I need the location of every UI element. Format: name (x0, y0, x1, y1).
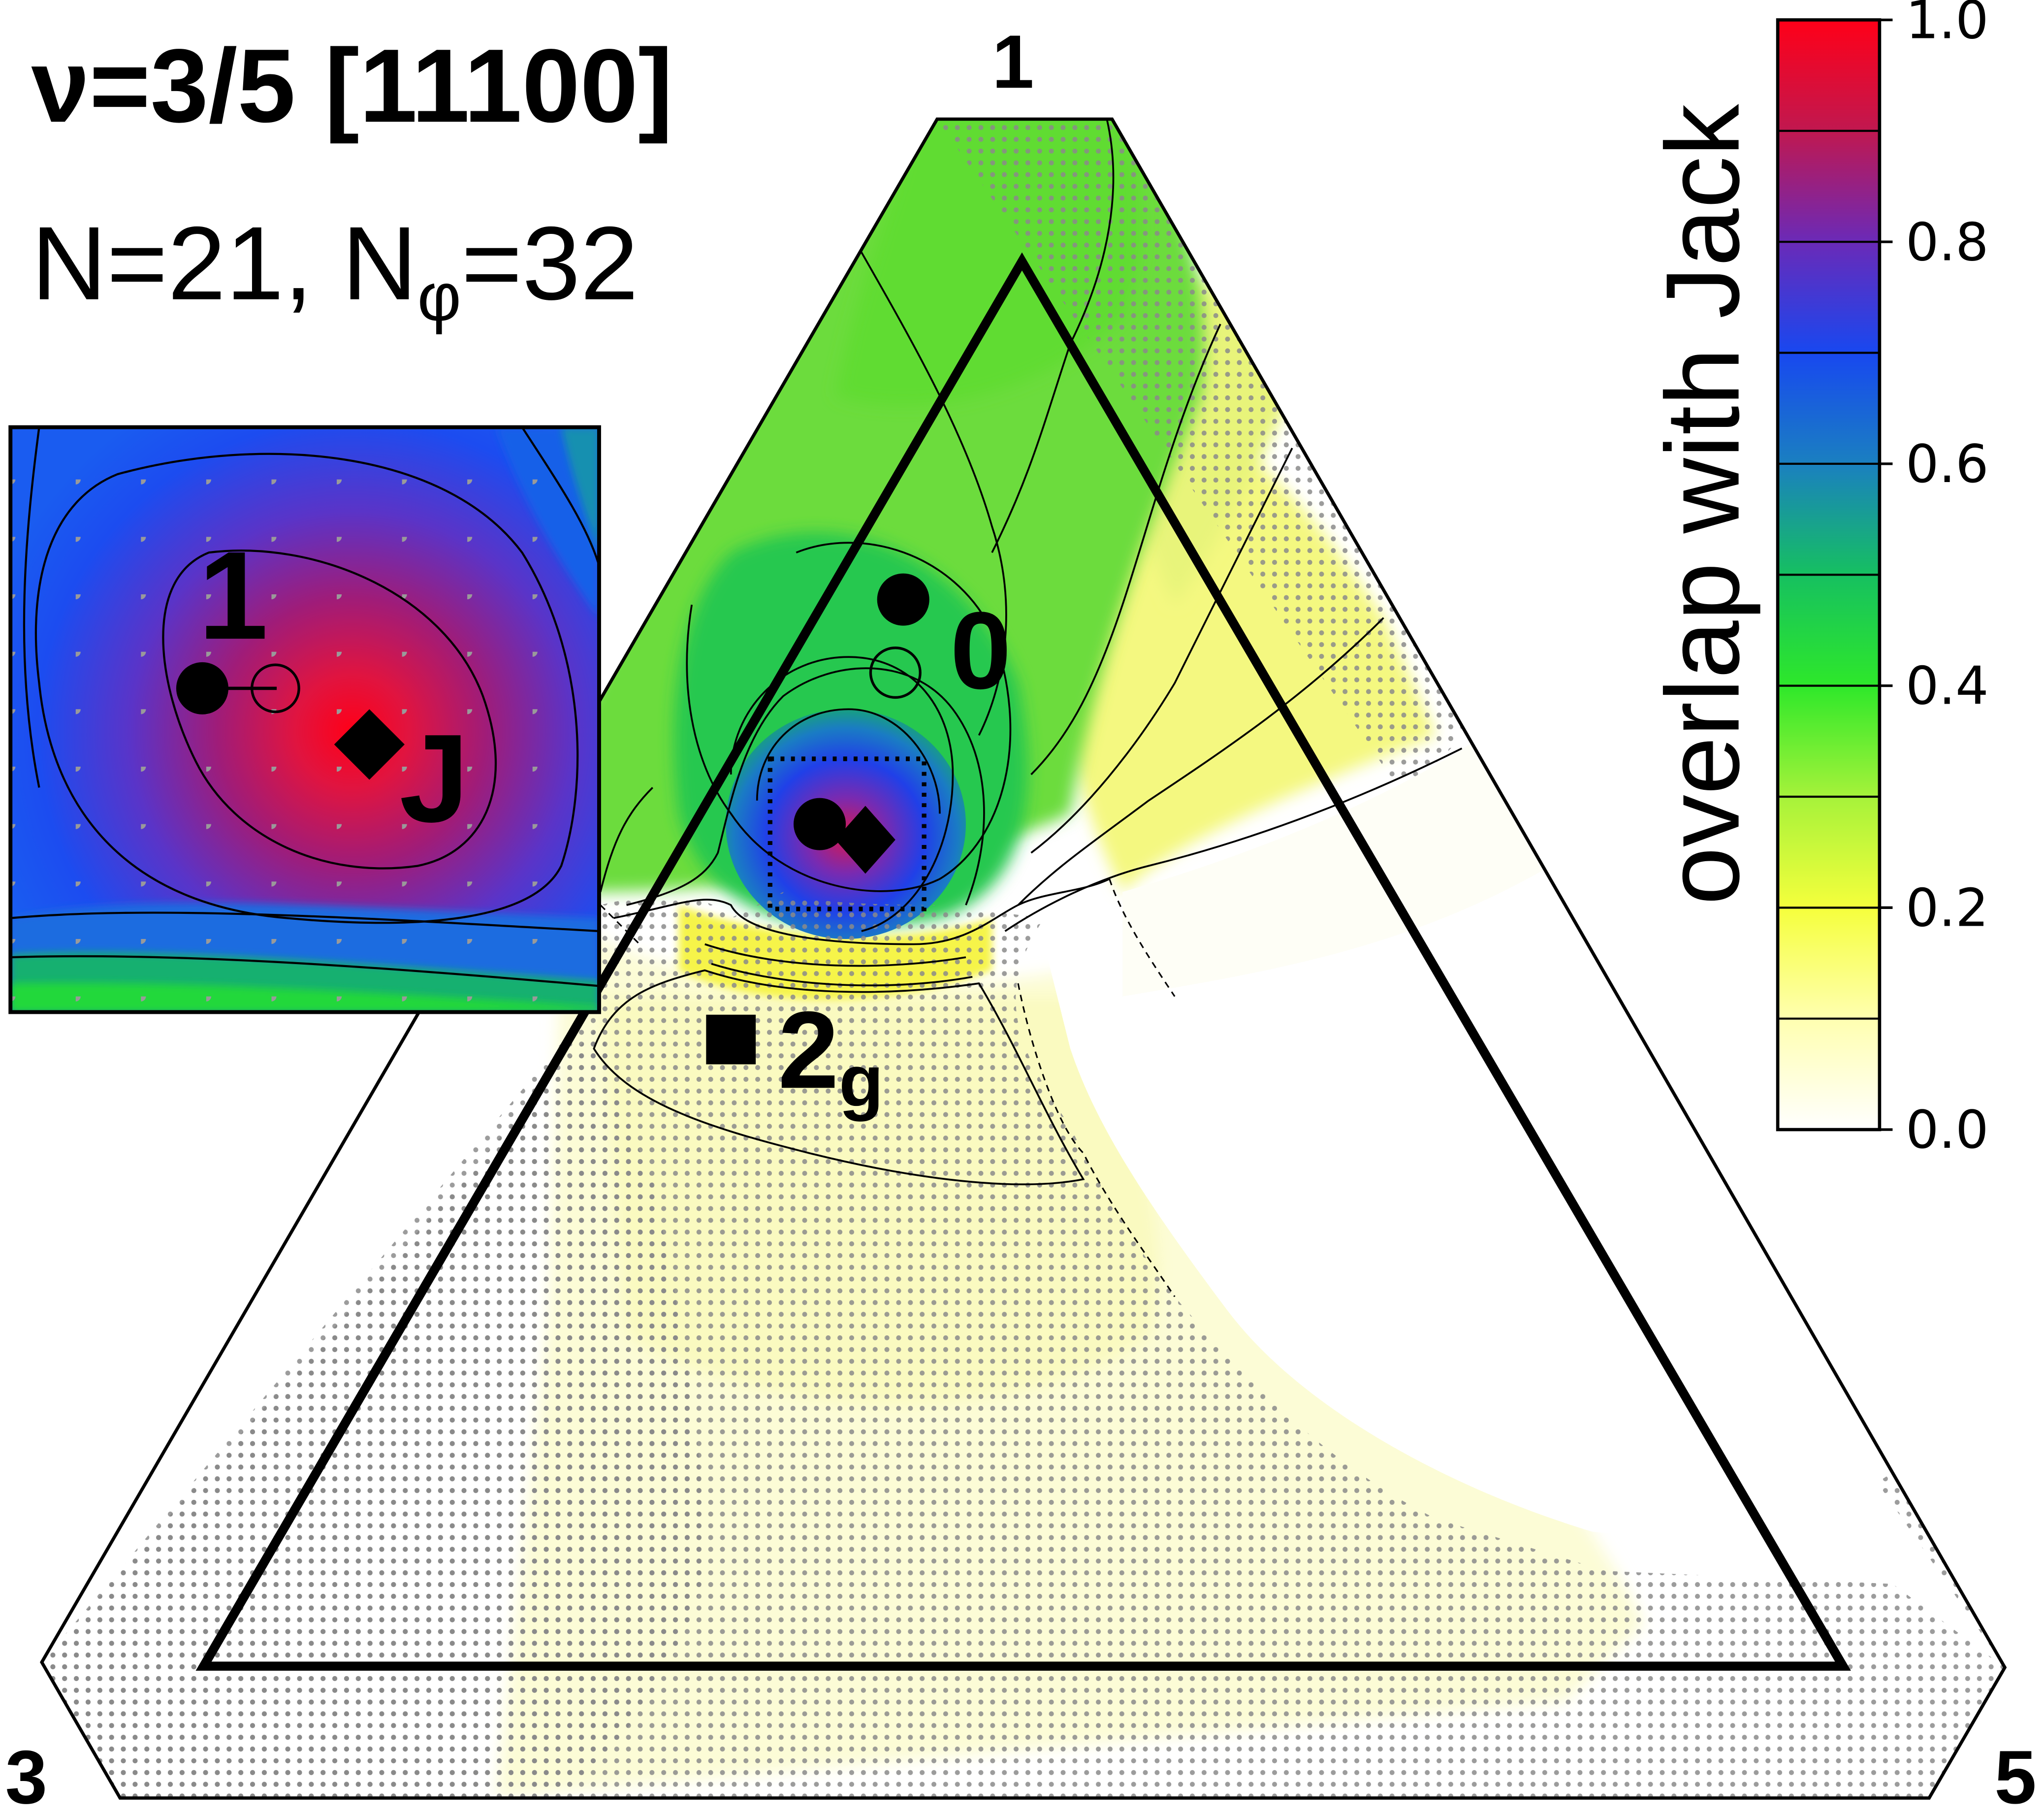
colorbar-ticks: 1.0 0.8 0.6 0.4 0.2 0.0 (1879, 0, 1989, 1161)
colorbar-frame (1776, 18, 1882, 1132)
subtitle-subscript: φ (417, 259, 461, 335)
colorbar-tick-label: 1.0 (1906, 0, 1989, 51)
inset-marker-1 (176, 662, 228, 714)
inset-marker-diamond (334, 709, 405, 780)
dashed-contours (600, 878, 1176, 1297)
colorbar-bands (1778, 20, 1880, 1131)
contour-lines (593, 119, 1463, 1186)
colorbar-band (1778, 575, 1880, 686)
inner-triangle (195, 252, 1851, 1671)
marker-filled-circle (794, 798, 846, 850)
inset-frame (8, 425, 601, 1014)
marker-2g-label: 2g (778, 989, 884, 1122)
vertex-label-right: 5 (1994, 1735, 2037, 1814)
inset-marker-j-label: J (399, 708, 469, 848)
colorbar-band (1778, 242, 1880, 354)
colorbar-tick-label: 0.4 (1906, 656, 1989, 717)
marker-0-label: 0 (950, 589, 1011, 712)
colorbar-label: overlap with Jack (1644, 103, 1761, 905)
colorbar-band (1778, 1018, 1880, 1131)
inset-zoom: 1 J (8, 425, 601, 1014)
colorbar-band (1778, 20, 1880, 132)
colorbar: 1.0 0.8 0.6 0.4 0.2 0.0 overlap with Jack (1644, 0, 1989, 1161)
marker-open-circle (869, 647, 922, 699)
inset-marker-1-label: 1 (198, 525, 268, 665)
vertex-label-left: 3 (5, 1735, 48, 1814)
vertex-label-top: 1 (992, 19, 1034, 104)
marker-2g-subscript: g (839, 1040, 884, 1122)
colorbar-tick-label: 0.8 (1906, 212, 1989, 273)
colorbar-level-lines (1778, 130, 1880, 1020)
colorbar-tick-label: 0.0 (1906, 1100, 1989, 1161)
colorbar-band (1778, 796, 1880, 908)
marker-0 (877, 573, 929, 626)
colorbar-band (1778, 353, 1880, 465)
zoom-box (767, 756, 926, 911)
colorbar-band (1778, 463, 1880, 576)
colorbar-band (1778, 130, 1880, 243)
chart-title: ν=3/5 [11100] (32, 27, 673, 144)
inset-contours (10, 427, 599, 987)
colorbar-tick-label: 0.2 (1906, 878, 1989, 939)
chart-subtitle: N=21, Nφ=32 (32, 205, 639, 335)
outer-boundary (40, 117, 2007, 1800)
colorbar-band (1778, 685, 1880, 798)
colorbar-tick-label: 0.6 (1906, 434, 1989, 495)
colorbar-band (1778, 907, 1880, 1020)
inset-marker-open-circle (251, 663, 300, 713)
marker-2g (706, 1014, 756, 1065)
